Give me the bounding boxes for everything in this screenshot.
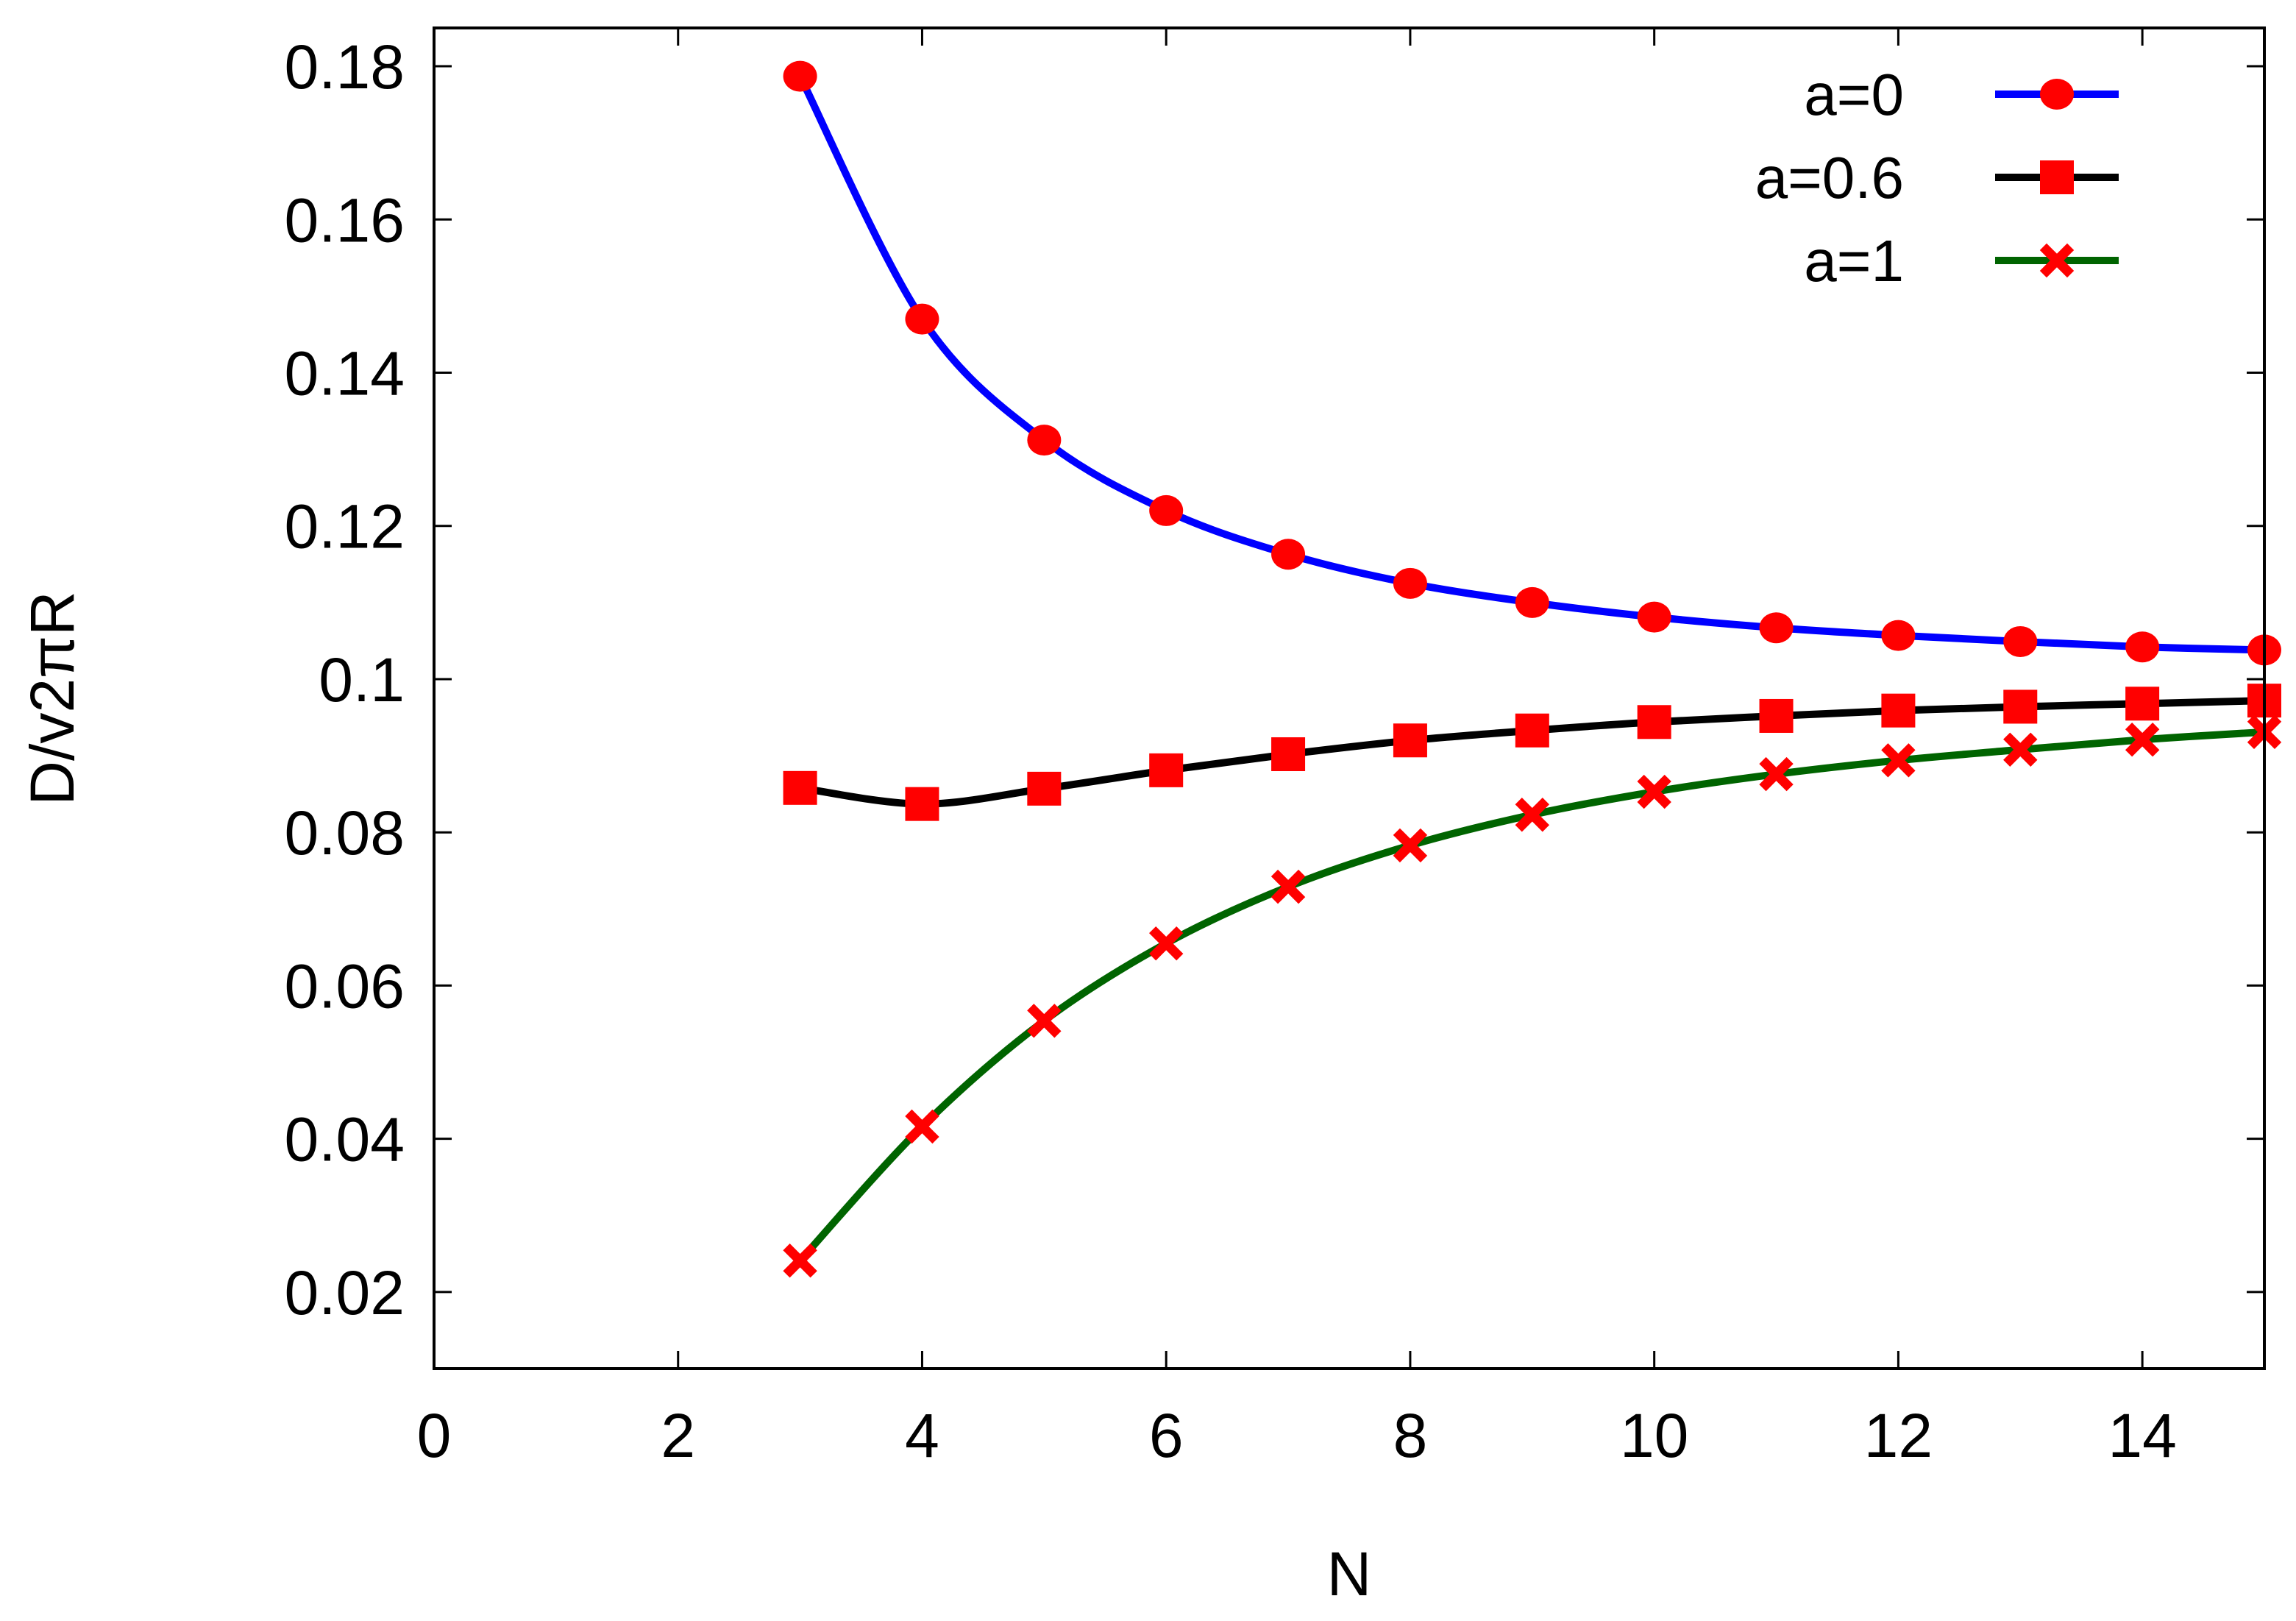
x-tick-label: 10 (1620, 1401, 1688, 1470)
y-tick-label: 0.08 (285, 798, 405, 868)
data-point (2125, 687, 2160, 721)
data-point (783, 1244, 817, 1278)
data-point (2003, 732, 2038, 767)
data-point (1881, 693, 1916, 728)
data-point (2003, 625, 2038, 657)
data-point (1515, 586, 1549, 618)
x-tick-label: 14 (2108, 1401, 2176, 1470)
y-axis-label: D/v2πR (18, 591, 87, 805)
data-point (2125, 631, 2160, 663)
data-point (2003, 689, 2038, 724)
y-tick-label: 0.18 (285, 32, 405, 102)
data-point (905, 787, 939, 821)
tick-labels: 0 2 4 6 8 10 12 14 0.02 0.04 0.06 0.08 0.1 0.12 0.14 0.… (285, 32, 2177, 1470)
legend: a=0 a=0.6 a=1 (1755, 62, 2119, 294)
legend-label: a=0 (1804, 62, 1904, 127)
y-tick-label: 0.14 (285, 339, 405, 408)
legend-marker (2040, 160, 2074, 194)
data-point (1637, 774, 1671, 809)
data-point (2125, 723, 2160, 757)
x-tick-label: 12 (1864, 1401, 1933, 1470)
data-point (1027, 425, 1062, 456)
data-point (1759, 756, 1794, 792)
legend-marker (2040, 79, 2074, 110)
legend-marker (2039, 243, 2075, 278)
data-point (1393, 567, 1427, 599)
data-point (783, 770, 817, 805)
data-point (1759, 612, 1794, 644)
data-point (1393, 828, 1428, 863)
data-point (1637, 705, 1671, 739)
data-point (1149, 494, 1184, 526)
y-tick-label: 0.06 (285, 951, 405, 1021)
data-point (1027, 771, 1062, 806)
data-point (1881, 743, 1916, 778)
x-tick-label: 8 (1393, 1401, 1428, 1470)
data-point (1515, 713, 1549, 748)
data-point (1637, 601, 1671, 633)
y-tick-label: 0.1 (319, 645, 405, 714)
data-point (1393, 723, 1427, 758)
series-markers (783, 60, 2282, 1278)
legend-label: a=0.6 (1755, 145, 1904, 210)
data-point (1515, 798, 1549, 832)
x-tick-label: 2 (661, 1401, 695, 1470)
y-tick-label: 0.16 (285, 185, 405, 255)
axis-ticks (433, 28, 2264, 1369)
legend-label: a=1 (1804, 228, 1904, 294)
y-tick-label: 0.04 (285, 1105, 405, 1174)
data-point (905, 1109, 939, 1144)
data-point (1881, 620, 1916, 651)
data-point (1149, 926, 1184, 961)
x-axis-label: N (1327, 1539, 1372, 1608)
plot-frame (433, 26, 2266, 1370)
x-tick-label: 6 (1149, 1401, 1184, 1470)
data-point (905, 303, 939, 335)
data-point (1149, 753, 1184, 787)
y-tick-label: 0.02 (285, 1258, 405, 1327)
x-tick-label: 0 (417, 1401, 452, 1470)
data-point (783, 60, 817, 92)
x-tick-label: 4 (905, 1401, 939, 1470)
data-point (1271, 539, 1306, 570)
data-point (1027, 1004, 1062, 1038)
data-point (1271, 737, 1306, 772)
y-tick-label: 0.12 (285, 492, 405, 561)
data-point (1759, 698, 1794, 733)
data-point (1270, 869, 1306, 904)
